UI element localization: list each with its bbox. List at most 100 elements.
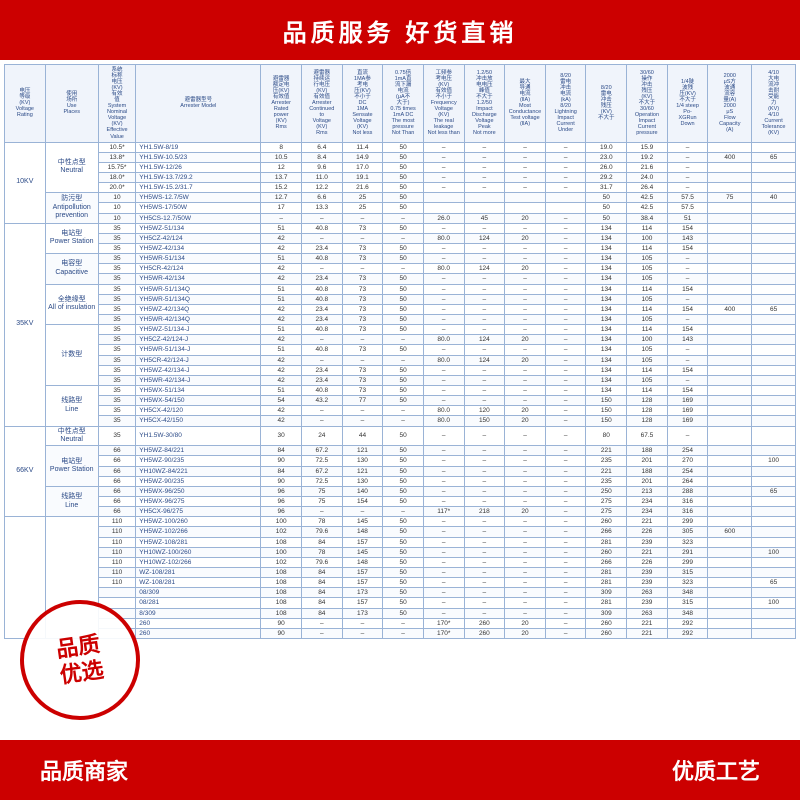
data-cell: –	[383, 416, 424, 426]
table-row: 35YH5CZ-42/124-J42–––80.012420–134100143	[5, 335, 796, 345]
data-cell: –	[505, 183, 546, 193]
data-cell: –	[667, 345, 708, 355]
data-cell: –	[464, 325, 505, 335]
data-cell: 19.1	[342, 172, 383, 182]
table-row: 电站型Power Station66YH5WZ-84/2218467.21215…	[5, 446, 796, 456]
data-cell: 42	[261, 365, 302, 375]
model-cell: 260	[136, 628, 261, 638]
place-cell: 电站型Power Station	[45, 446, 98, 487]
data-cell: –	[464, 517, 505, 527]
data-cell: –	[383, 335, 424, 345]
data-cell: –	[464, 527, 505, 537]
data-cell: 12.2	[301, 183, 342, 193]
data-cell	[708, 486, 752, 496]
place-cell: 线路型Line	[45, 385, 98, 426]
data-cell: 309	[586, 588, 627, 598]
data-cell: –	[545, 496, 586, 506]
data-cell: –	[505, 486, 546, 496]
col-header: 1/4陡波残压(KV)不大于1/4 steepPo-XGRunDown	[667, 65, 708, 143]
table-row: 15.75*YH1.5W-12/26129.617.050––––26.021.…	[5, 162, 796, 172]
data-cell: 19.2	[627, 152, 668, 162]
data-cell: 84	[301, 608, 342, 618]
data-cell: 128	[627, 406, 668, 416]
data-cell: 226	[627, 557, 668, 567]
col-header: 8/20雷电冲击残压(KV)不大于	[586, 65, 627, 143]
data-cell: 150	[464, 416, 505, 426]
table-row: 66YH5CX-96/27596–––117*21820–275234316	[5, 507, 796, 517]
model-cell: YH5WR-51/134Q	[136, 284, 261, 294]
model-cell: YH5CX-96/275	[136, 507, 261, 517]
data-cell: 51	[261, 223, 302, 233]
data-cell: 73	[342, 325, 383, 335]
data-cell: 23.4	[301, 304, 342, 314]
data-cell: 42	[261, 416, 302, 426]
data-cell: 188	[627, 446, 668, 456]
data-cell: –	[423, 325, 464, 335]
data-cell: –	[667, 142, 708, 152]
data-cell: 35	[98, 294, 136, 304]
data-cell: 260	[464, 618, 505, 628]
data-cell: 29.2	[586, 172, 627, 182]
data-cell: 134	[586, 243, 627, 253]
data-cell	[752, 618, 796, 628]
data-cell: 134	[586, 284, 627, 294]
data-cell	[708, 142, 752, 152]
data-cell	[752, 375, 796, 385]
data-cell: 42	[261, 274, 302, 284]
data-cell: –	[261, 213, 302, 223]
data-cell: 18.0*	[98, 172, 136, 182]
data-cell: 121	[342, 446, 383, 456]
banner-text: 品质服务 好货直销	[283, 13, 518, 48]
data-cell: 54	[261, 396, 302, 406]
data-cell: –	[342, 507, 383, 517]
data-cell: 323	[667, 578, 708, 588]
data-cell: 134	[586, 325, 627, 335]
data-cell: –	[545, 213, 586, 223]
table-body: 10KV中性点型Neutral10.5*YH1.5W-8/1986.411.45…	[5, 142, 796, 638]
data-cell: 100	[752, 456, 796, 466]
data-cell: –	[464, 557, 505, 567]
data-cell: –	[423, 476, 464, 486]
data-cell: 299	[667, 517, 708, 527]
data-cell: 50	[383, 396, 424, 406]
data-cell: 260	[464, 628, 505, 638]
model-cell: YH1.5W-30/80	[136, 426, 261, 446]
data-cell: 50	[383, 203, 424, 213]
data-cell: 35	[98, 304, 136, 314]
data-cell: 110	[98, 557, 136, 567]
data-cell	[708, 355, 752, 365]
model-cell: YH1.5W-15.2/31.7	[136, 183, 261, 193]
data-cell: –	[464, 598, 505, 608]
data-cell: 66	[98, 496, 136, 506]
data-cell: –	[464, 496, 505, 506]
data-cell	[752, 527, 796, 537]
data-cell	[708, 325, 752, 335]
data-cell: 50	[383, 172, 424, 182]
col-header: 0.75倍1mA直流下漏电流(μA不大于)0.75 times1mA DCThe…	[383, 65, 424, 143]
data-cell: –	[545, 284, 586, 294]
data-cell: –	[423, 294, 464, 304]
data-cell: 75	[708, 193, 752, 203]
model-cell: YH5WZ-102/266	[136, 527, 261, 537]
data-cell: –	[505, 527, 546, 537]
model-cell: YH5WS-12.7/5W	[136, 193, 261, 203]
table-row: 66YH5WZ-90/2359072.513050––––235201264	[5, 476, 796, 486]
data-cell: –	[342, 628, 383, 638]
data-cell: 10.5*	[98, 142, 136, 152]
data-cell: 134	[586, 345, 627, 355]
data-cell: –	[464, 567, 505, 577]
data-cell: 80	[586, 426, 627, 446]
data-cell: –	[423, 223, 464, 233]
data-cell: 57.5	[667, 193, 708, 203]
data-cell: –	[545, 588, 586, 598]
data-cell	[752, 142, 796, 152]
data-cell: 84	[261, 466, 302, 476]
col-header: 4/10大电流冲击耐受能力(KV)4/10CurrentTolerance(KV…	[752, 65, 796, 143]
data-cell: 105	[627, 375, 668, 385]
data-cell: –	[505, 254, 546, 264]
data-cell: 235	[586, 456, 627, 466]
data-cell	[708, 203, 752, 213]
model-cell: YH1.5W-10.5/23	[136, 152, 261, 162]
data-cell: 65	[752, 304, 796, 314]
data-cell: 65	[752, 486, 796, 496]
